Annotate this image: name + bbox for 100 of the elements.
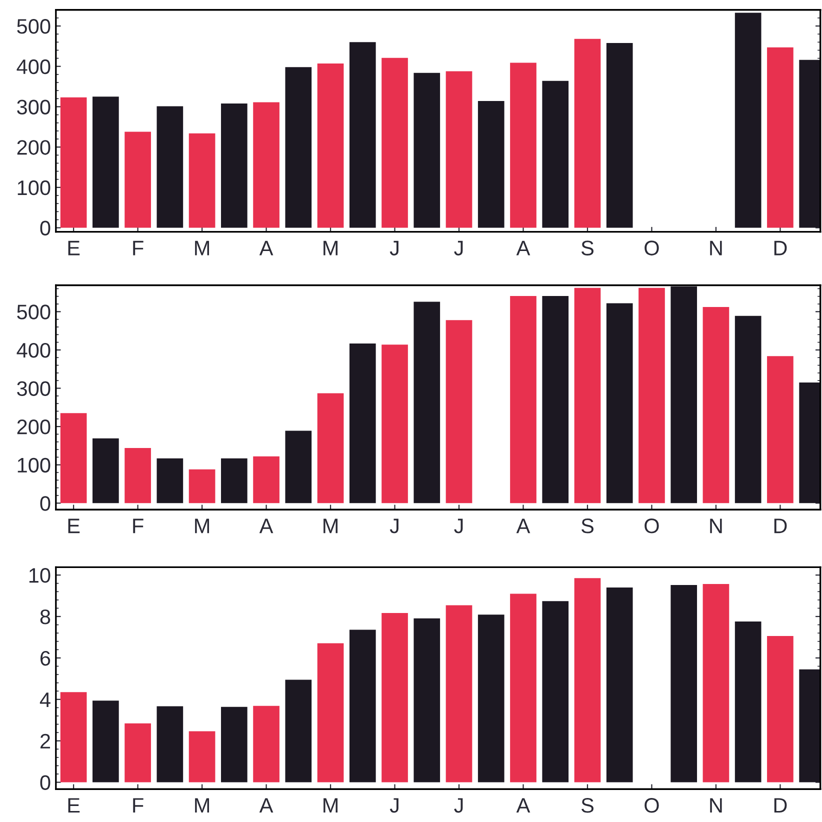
bar (92, 700, 119, 782)
bar (414, 618, 440, 782)
x-tick-label: A (259, 798, 274, 813)
x-tick-label: O (644, 798, 659, 813)
bar (253, 706, 280, 782)
bar (188, 133, 216, 228)
x-tick-label: M (195, 240, 210, 256)
bar (285, 680, 312, 782)
x-tick-label: A (259, 240, 274, 256)
bar (188, 731, 216, 782)
y-tick-label: 300 (17, 381, 50, 396)
x-tick-label: D (774, 798, 787, 813)
bar (670, 585, 698, 782)
bar (124, 448, 151, 504)
bar (734, 316, 762, 504)
x-tick-label: D (774, 240, 787, 256)
x-tick-label: J (390, 518, 398, 534)
y-tick-label: 200 (17, 140, 50, 155)
bar (253, 102, 280, 228)
bar (638, 288, 665, 504)
bar (478, 614, 504, 782)
bar (156, 706, 184, 782)
bar (382, 612, 408, 782)
x-tick-label: O (644, 518, 659, 534)
bar (92, 438, 119, 504)
x-tick-label: S (581, 240, 594, 256)
x-tick-label: J (454, 798, 463, 813)
bar (446, 605, 472, 782)
bar (542, 601, 569, 782)
x-tick-label: A (516, 518, 530, 534)
x-tick-label: F (133, 798, 144, 813)
y-tick-label: 500 (17, 19, 50, 34)
bar (446, 320, 472, 504)
bar (60, 97, 87, 228)
x-tick-label: M (324, 518, 338, 534)
x-tick-label: A (516, 240, 530, 256)
y-tick-label: 100 (18, 180, 50, 196)
bar (702, 307, 730, 504)
bar (285, 430, 312, 504)
y-tick-label: 2 (40, 734, 50, 748)
y-tick-label: 400 (16, 59, 50, 74)
bar (446, 71, 472, 228)
x-tick-label: A (516, 798, 530, 813)
bar (510, 296, 536, 504)
bar (606, 303, 633, 504)
y-tick-label: 0 (40, 775, 50, 790)
bar (510, 594, 536, 782)
bar (767, 356, 794, 504)
bar (220, 458, 248, 504)
bar (349, 343, 376, 504)
bar (124, 132, 151, 228)
y-tick-label: 6 (40, 650, 50, 666)
x-tick-label: J (454, 240, 463, 256)
bar (220, 706, 248, 782)
bar (574, 288, 601, 504)
x-tick-label: S (581, 518, 594, 534)
bar (414, 302, 440, 504)
bar (220, 103, 248, 228)
x-tick-label: A (259, 518, 274, 534)
bar (317, 643, 344, 782)
bar (670, 286, 698, 504)
y-tick-label: 100 (18, 458, 50, 473)
x-tick-label: F (133, 240, 144, 256)
x-tick-label: E (68, 518, 80, 534)
x-tick-label: E (68, 240, 80, 256)
bar (382, 344, 408, 504)
bar (767, 636, 794, 782)
x-tick-label: N (710, 518, 722, 534)
y-tick-label: 400 (16, 342, 50, 358)
y-tick-label: 10 (29, 568, 50, 583)
bar (285, 67, 312, 228)
bar (606, 42, 633, 228)
bar (349, 630, 376, 782)
bar (253, 456, 280, 504)
y-tick-label: 200 (17, 420, 50, 434)
bar (317, 393, 344, 504)
bar (767, 47, 794, 228)
x-tick-label: O (644, 240, 659, 256)
bar (156, 106, 184, 228)
x-tick-label: F (133, 518, 144, 534)
bar (478, 101, 504, 228)
bar (542, 80, 569, 228)
x-tick-label: M (324, 798, 338, 813)
x-tick-label: J (454, 518, 463, 534)
x-tick-label: E (68, 798, 80, 813)
y-tick-label: 8 (40, 610, 50, 624)
y-tick-label: 300 (17, 100, 50, 114)
x-tick-label: N (710, 240, 722, 256)
x-tick-label: J (390, 798, 398, 813)
x-tick-label: M (195, 518, 210, 534)
bar (414, 72, 440, 228)
bar (92, 96, 119, 228)
bar (702, 584, 730, 782)
x-tick-label: N (710, 798, 722, 813)
bar (606, 587, 633, 782)
y-tick-label: 0 (40, 220, 50, 236)
y-tick-label: 500 (17, 304, 50, 320)
bar (60, 692, 87, 782)
y-tick-label: 4 (40, 692, 50, 707)
x-tick-label: J (390, 240, 398, 256)
